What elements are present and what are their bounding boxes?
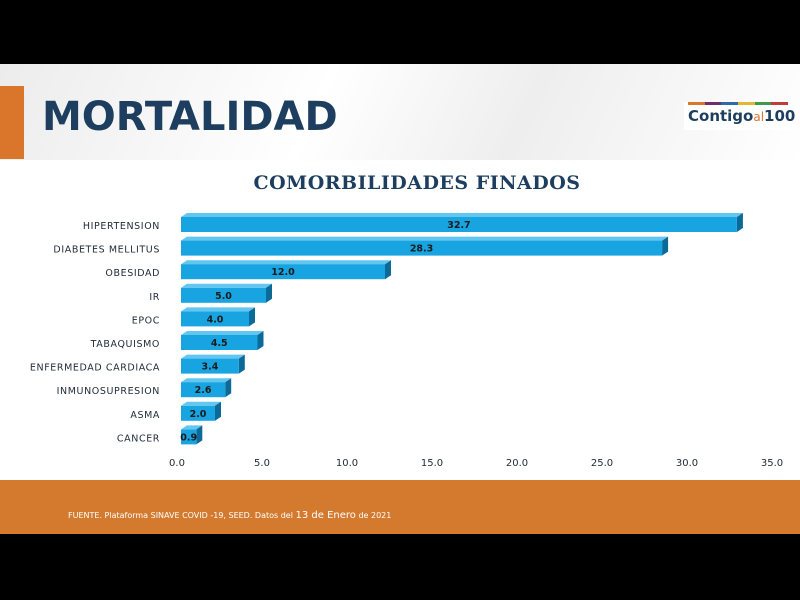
logo-number-text: 100 [764,107,796,125]
bar [181,335,258,350]
data-label: 3.4 [201,362,218,373]
bar [181,429,197,445]
bar [181,240,663,256]
bar [181,382,226,398]
source-prefix: FUENTE. Plataforma SINAVE COVID -19, SEE… [68,511,296,520]
data-label: 5.0 [215,291,232,302]
category-label: EPOC [132,315,160,326]
chart-title: COMORBILIDADES FINADOS [253,172,581,194]
bar-top-face [181,283,272,288]
logo-stripe [688,102,705,105]
x-tick-label: 0.0 [169,458,185,469]
bar-top-face [181,378,232,383]
bar-chart: HIPERTENSION 32.7 DIABETES MELLITUS 28.3 OBE… [30,213,783,469]
bar-top-face [181,236,669,241]
bar-top-face [181,331,264,335]
category-label: TABAQUISMO [90,339,160,350]
x-tick-label: 30.0 [676,458,698,469]
bar-side-face [238,354,245,374]
logo-stripe [704,102,722,105]
bar-side-face [266,283,272,303]
category-label: HIPERTENSION [83,221,160,232]
bar-top-face [181,425,203,430]
bar-top-face [181,354,245,359]
logo-small-text: al [753,110,765,124]
bar [181,217,737,232]
x-tick-label: 25.0 [591,458,613,469]
category-label: INMUNOSUPRESION [57,386,160,397]
category-label: DIABETES MELLITUS [53,245,160,256]
logo-text: Contigoal100 [688,107,795,125]
bar [181,358,239,374]
logo-stripe [721,102,739,105]
data-label: 0.9 [180,432,197,443]
data-label: 4.5 [211,338,228,349]
x-tick-label: 5.0 [254,458,270,469]
category-label: OBESIDAD [105,268,160,279]
contigo-al-100-logo: Contigoal100 [684,102,795,130]
bar [181,287,266,303]
source-date: 13 de Enero [295,510,356,521]
category-label: ENFERMEDAD CARDIACA [30,363,160,374]
bar-top-face [181,260,391,265]
logo-stripe [738,102,755,105]
x-tick-label: 20.0 [506,458,528,469]
x-tick-label: 35.0 [761,458,783,469]
bar-top-face [181,213,743,217]
bar-side-face [385,260,391,280]
slide: MORTALIDAD Contigoal100 COMORBILIDADES F… [0,64,800,534]
header-band [0,64,800,160]
logo-stripe [771,102,789,105]
page-title: MORTALIDAD [42,94,338,140]
bar [181,264,385,280]
logo-main-text: Contigo [688,107,754,125]
source-suffix: de 2021 [355,511,392,520]
data-label: 2.0 [190,409,207,420]
x-tick-label: 10.0 [336,458,358,469]
bar [181,311,249,327]
bar-top-face [181,401,221,406]
data-label: 4.0 [207,314,224,325]
data-label: 28.3 [410,244,433,255]
category-label: IR [149,292,160,303]
data-label: 12.0 [271,267,295,278]
bar [181,405,215,421]
bar-side-face [736,213,743,232]
bar-side-face [215,401,221,421]
source-note: FUENTE. Plataforma SINAVE COVID -19, SEE… [68,510,391,521]
category-label: ASMA [130,410,160,421]
logo-stripes [688,102,789,105]
x-tick-label: 15.0 [421,458,443,469]
footer-band [0,480,800,534]
bar-side-face [662,236,669,256]
data-label: 32.7 [447,220,470,231]
logo-stripe [754,102,772,105]
bar-side-face [196,425,203,445]
bar-top-face [181,307,255,312]
category-label: CANCER [117,433,160,444]
accent-bar [0,86,24,159]
bar-side-face [225,378,232,398]
bar-side-face [257,331,264,350]
data-label: 2.6 [195,385,212,396]
bar-side-face [249,307,255,327]
